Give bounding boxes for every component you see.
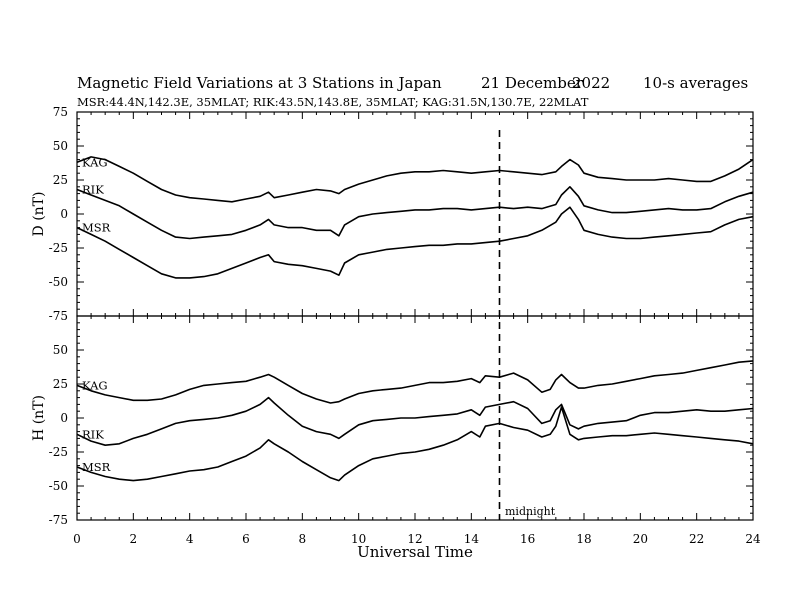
x-tick-label: 0 <box>73 532 81 546</box>
y-tick-label: -25 <box>49 445 68 459</box>
x-tick-label: 6 <box>242 532 250 546</box>
traces-layer: KAG RIK MSR KAG RIK MSR <box>76 155 754 482</box>
x-tick-label: 8 <box>299 532 307 546</box>
y-tick-label: -50 <box>49 275 68 289</box>
trace-rik-d <box>76 186 754 240</box>
x-tick-label: 18 <box>576 532 591 546</box>
x-tick-label: 22 <box>689 532 704 546</box>
y-tick-label: 50 <box>53 343 68 357</box>
figure-title: Magnetic Field Variations at 3 Stations … <box>77 74 442 92</box>
x-tick-label: 10 <box>351 532 366 546</box>
trace-msr-h <box>76 406 754 482</box>
series-label-kag: KAG <box>82 378 108 392</box>
averaging-label: 10-s averages <box>643 74 748 92</box>
y-tick-label: 75 <box>53 105 68 119</box>
trace-kag-d <box>76 156 754 203</box>
y-tick-label: -50 <box>49 479 68 493</box>
x-tick-label: 12 <box>407 532 422 546</box>
y-tick-label: 25 <box>53 173 68 187</box>
series-label-kag: KAG <box>82 155 108 169</box>
stations-coordinates: MSR:44.4N,142.3E, 35MLAT; RIK:43.5N,143.… <box>77 95 589 109</box>
series-label-msr: MSR <box>82 221 111 235</box>
series-label-rik: RIK <box>82 427 104 441</box>
midnight-label: midnight <box>505 505 556 518</box>
y-tick-label: -75 <box>49 513 68 527</box>
figure-date-day: 21 December <box>481 74 584 92</box>
y-tick-label: 25 <box>53 377 68 391</box>
top-panel-y-axis-label: D (nT) <box>31 192 47 237</box>
series-label-rik: RIK <box>82 183 104 197</box>
x-tick-label: 2 <box>130 532 138 546</box>
x-axis-title: Universal Time <box>357 543 473 561</box>
x-tick-label: 16 <box>520 532 535 546</box>
figure-date-year: 2022 <box>572 74 610 92</box>
x-tick-label: 4 <box>186 532 194 546</box>
x-tick-label: 20 <box>633 532 648 546</box>
x-tick-label: 14 <box>464 532 480 546</box>
y-tick-label: -75 <box>49 309 68 323</box>
top-panel-frame <box>76 111 754 317</box>
bottom-panel-y-axis-label: H (nT) <box>31 395 47 441</box>
trace-kag-h <box>76 360 754 404</box>
y-tick-label: 0 <box>60 207 68 221</box>
series-label-msr: MSR <box>82 460 111 474</box>
trace-rik-h <box>76 396 754 447</box>
x-tick-label: 24 <box>745 532 761 546</box>
trace-msr-d <box>76 206 754 279</box>
y-tick-label: -25 <box>49 241 68 255</box>
y-tick-label: 0 <box>60 411 68 425</box>
y-tick-label: 50 <box>53 139 68 153</box>
